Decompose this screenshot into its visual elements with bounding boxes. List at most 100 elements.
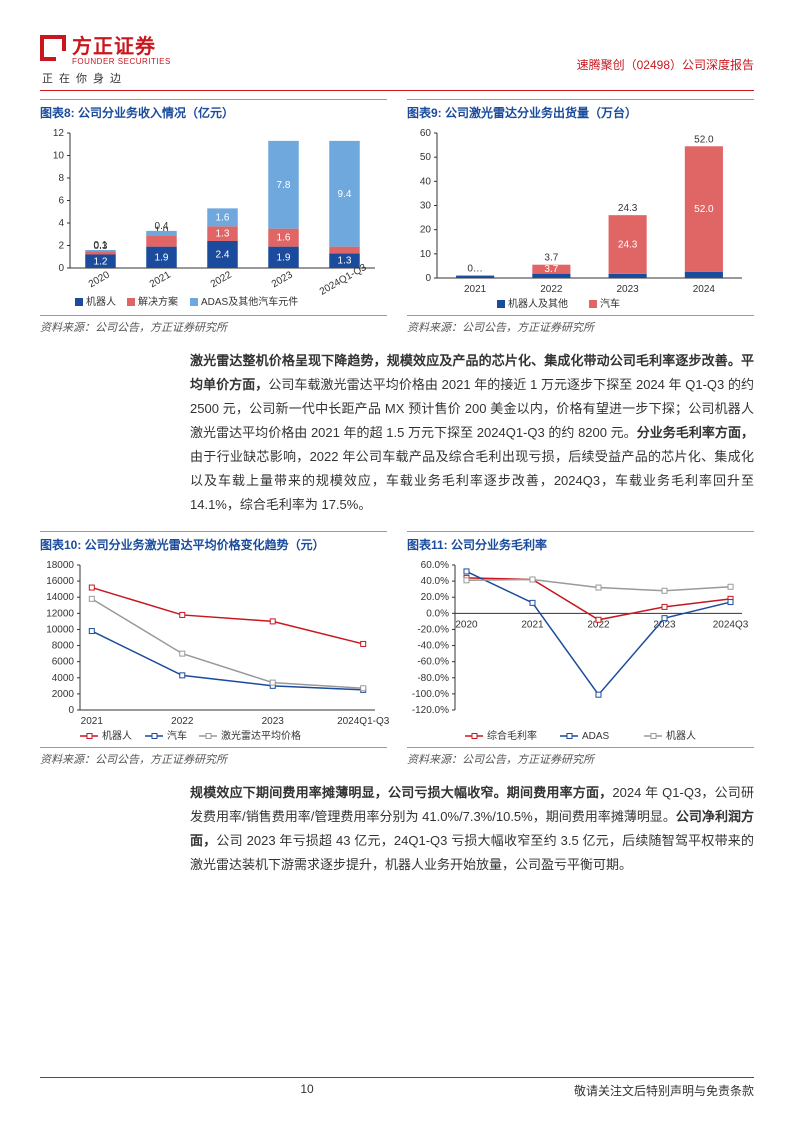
svg-text:1.3: 1.3 (338, 256, 352, 267)
svg-text:机器人: 机器人 (666, 729, 696, 742)
svg-text:激光雷达平均价格: 激光雷达平均价格 (221, 729, 301, 742)
svg-text:2021: 2021 (464, 284, 487, 295)
svg-text:汽车: 汽车 (167, 729, 187, 742)
svg-text:机器人及其他: 机器人及其他 (508, 297, 568, 310)
svg-text:24.3: 24.3 (618, 240, 638, 251)
svg-text:2024Q1-Q3: 2024Q1-Q3 (337, 716, 390, 727)
svg-text:0…: 0… (467, 264, 483, 275)
chart-row-2: 图表10: 公司分业务激光雷达平均价格变化趋势（元） 0 2000 4000 6000… (40, 531, 754, 767)
svg-text:3.7: 3.7 (544, 264, 558, 275)
svg-text:2: 2 (58, 241, 64, 252)
svg-text:4000: 4000 (52, 673, 75, 684)
chart9-source: 资料来源：公司公告，方正证券研究所 (407, 315, 754, 335)
svg-text:-80.0%: -80.0% (417, 673, 449, 684)
svg-text:30: 30 (420, 201, 432, 212)
svg-text:-100.0%: -100.0% (412, 689, 449, 700)
svg-text:1.9: 1.9 (155, 252, 169, 263)
paragraph-1: 激光雷达整机价格呈现下降趋势，规模效应及产品的芯片化、集成化带动公司毛利率逐步改… (190, 349, 754, 517)
svg-text:14000: 14000 (46, 593, 74, 604)
chart8-col: 图表8: 公司分业务收入情况（亿元） 0246810121.20.30.1202… (40, 99, 387, 335)
svg-text:52.0: 52.0 (694, 134, 714, 145)
chart10-source: 资料来源：公司公告，方正证券研究所 (40, 747, 387, 767)
svg-text:16000: 16000 (46, 576, 74, 587)
page-number: 10 (300, 1082, 313, 1099)
chart11-title: 图表11: 公司分业务毛利率 (407, 531, 754, 553)
svg-text:-60.0%: -60.0% (417, 657, 449, 668)
chart11-source: 资料来源：公司公告，方正证券研究所 (407, 747, 754, 767)
logo-tagline: 正在你身边 (42, 70, 171, 86)
svg-text:9.4: 9.4 (338, 189, 352, 200)
svg-text:2023: 2023 (262, 716, 285, 727)
svg-text:2.4: 2.4 (216, 250, 230, 261)
svg-text:0: 0 (425, 273, 431, 284)
svg-text:1.2: 1.2 (94, 256, 108, 267)
svg-text:2021: 2021 (521, 620, 544, 631)
svg-text:2020: 2020 (87, 269, 112, 290)
svg-text:-20.0%: -20.0% (417, 625, 449, 636)
svg-text:2021: 2021 (81, 716, 104, 727)
svg-text:10: 10 (420, 249, 432, 260)
svg-text:0: 0 (68, 705, 74, 716)
svg-text:10000: 10000 (46, 625, 74, 636)
chart8-source: 资料来源：公司公告，方正证券研究所 (40, 315, 387, 335)
svg-text:4: 4 (58, 218, 64, 229)
svg-text:0: 0 (58, 263, 64, 274)
svg-text:6: 6 (58, 196, 64, 207)
chart11-box: -120.0% -100.0% -80.0% -60.0% -40.0% -20.0% 0.… (407, 555, 754, 745)
page-footer: 10 敬请关注文后特别声明与免责条款 (40, 1077, 754, 1099)
svg-text:0.4: 0.4 (155, 221, 169, 232)
logo-block: 方正证券 FOUNDER SECURITIES 正在你身边 (40, 30, 171, 86)
chart10-box: 0200040006000800010000120001400016000180… (40, 555, 387, 745)
svg-text:20: 20 (420, 225, 432, 236)
chart8-box: 0246810121.20.30.120201.91.00.420212.41.… (40, 123, 387, 313)
svg-text:18000: 18000 (46, 560, 74, 571)
svg-text:机器人: 机器人 (86, 295, 116, 308)
chart-row-1: 图表8: 公司分业务收入情况（亿元） 0246810121.20.30.1202… (40, 99, 754, 335)
svg-text:12: 12 (53, 128, 65, 139)
svg-text:-120.0%: -120.0% (412, 705, 449, 716)
svg-text:2022: 2022 (540, 284, 563, 295)
logo-text-en: FOUNDER SECURITIES (72, 57, 171, 66)
svg-text:2021: 2021 (148, 269, 173, 290)
svg-text:60.0%: 60.0% (421, 560, 449, 571)
svg-text:3.7: 3.7 (544, 253, 558, 264)
svg-text:1.6: 1.6 (216, 212, 230, 223)
svg-text:-40.0%: -40.0% (417, 641, 449, 652)
header-doc-title: 速腾聚创（02498）公司深度报告 (577, 56, 754, 73)
svg-text:2000: 2000 (52, 689, 75, 700)
svg-text:解决方案: 解决方案 (138, 295, 178, 308)
svg-text:20.0%: 20.0% (421, 593, 449, 604)
svg-text:2023: 2023 (617, 284, 640, 295)
paragraph-2: 规模效应下期间费用率摊薄明显，公司亏损大幅收窄。期间费用率方面，2024 年 Q… (190, 781, 754, 877)
svg-text:2020: 2020 (455, 620, 478, 631)
svg-text:2022: 2022 (171, 716, 194, 727)
svg-text:7.8: 7.8 (277, 180, 291, 191)
svg-text:40: 40 (420, 176, 432, 187)
chart10-col: 图表10: 公司分业务激光雷达平均价格变化趋势（元） 0 2000 4000 6000… (40, 531, 387, 767)
svg-text:2024Q3: 2024Q3 (713, 620, 749, 631)
page-header: 方正证券 FOUNDER SECURITIES 正在你身边 速腾聚创（02498… (40, 30, 754, 86)
svg-text:汽车: 汽车 (600, 297, 620, 310)
chart10-title: 图表10: 公司分业务激光雷达平均价格变化趋势（元） (40, 531, 387, 553)
svg-text:0.0%: 0.0% (426, 609, 449, 620)
logo-icon (40, 35, 66, 61)
chart9-box: 0 10 20 30 40 50 60 0… 2021 3.73.7 2022 24.3 24.3 202… (407, 123, 754, 313)
svg-text:机器人: 机器人 (102, 729, 132, 742)
svg-text:2024: 2024 (693, 284, 716, 295)
svg-text:2022: 2022 (209, 269, 234, 290)
logo-text-cn: 方正证券 (72, 30, 171, 59)
svg-text:1.6: 1.6 (277, 233, 291, 244)
svg-text:2023: 2023 (270, 269, 295, 290)
svg-text:1.9: 1.9 (277, 252, 291, 263)
svg-text:12000: 12000 (46, 609, 74, 620)
footer-disclaimer: 敬请关注文后特别声明与免责条款 (574, 1082, 754, 1099)
svg-text:50: 50 (420, 152, 432, 163)
chart9-title: 图表9: 公司激光雷达分业务出货量（万台） (407, 99, 754, 121)
svg-text:ADAS: ADAS (582, 731, 610, 742)
svg-text:8: 8 (58, 173, 64, 184)
svg-text:6000: 6000 (52, 657, 75, 668)
svg-text:24.3: 24.3 (618, 203, 638, 214)
svg-text:0.1: 0.1 (94, 240, 108, 251)
svg-text:60: 60 (420, 128, 432, 139)
header-rule (40, 90, 754, 91)
